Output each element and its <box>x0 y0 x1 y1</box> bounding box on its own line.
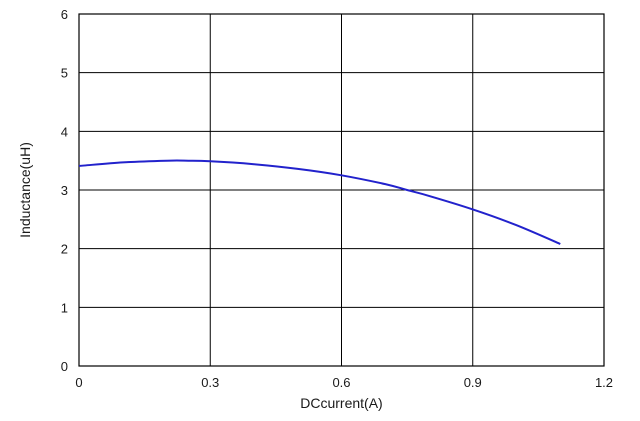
grid <box>79 14 604 366</box>
x-tick-label: 0.9 <box>464 375 482 390</box>
x-tick-label: 0.6 <box>332 375 350 390</box>
y-tick-label: 0 <box>61 359 68 374</box>
plot-frame <box>78 13 605 367</box>
y-tick-labels: 0 1 2 3 4 5 6 <box>61 7 68 374</box>
series-line-0 <box>78 159 561 245</box>
y-tick-label: 3 <box>61 183 68 198</box>
x-axis-title: DCcurrent(A) <box>300 395 382 411</box>
y-tick-label: 6 <box>61 7 68 22</box>
y-axis-title: Inductance(uH) <box>17 142 33 238</box>
x-tick-labels: 0 0.3 0.6 0.9 1.2 <box>75 375 613 390</box>
x-tick-label: 0 <box>75 375 82 390</box>
x-tick-label: 1.2 <box>595 375 613 390</box>
y-tick-label: 2 <box>61 242 68 257</box>
x-tick-label: 0.3 <box>201 375 219 390</box>
y-tick-label: 1 <box>61 300 68 315</box>
y-tick-label: 4 <box>61 124 68 139</box>
series-group <box>78 159 561 245</box>
y-tick-label: 5 <box>61 66 68 81</box>
